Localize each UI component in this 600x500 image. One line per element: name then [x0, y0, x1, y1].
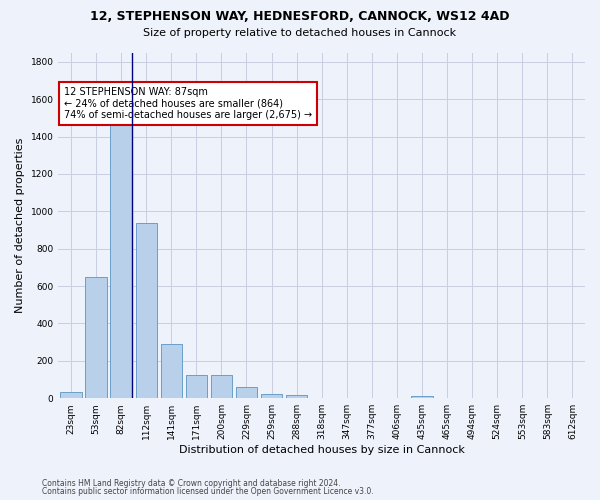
Bar [261, 394, 282, 398]
Bar [60, 392, 82, 398]
Bar [211, 375, 232, 398]
Bar [110, 122, 132, 398]
Text: Contains public sector information licensed under the Open Government Licence v3: Contains public sector information licen… [42, 487, 374, 496]
Bar [236, 387, 257, 398]
Bar [136, 224, 157, 398]
Text: Contains HM Land Registry data © Crown copyright and database right 2024.: Contains HM Land Registry data © Crown c… [42, 478, 341, 488]
Bar [185, 375, 207, 398]
Y-axis label: Number of detached properties: Number of detached properties [15, 138, 25, 313]
Text: 12, STEPHENSON WAY, HEDNESFORD, CANNOCK, WS12 4AD: 12, STEPHENSON WAY, HEDNESFORD, CANNOCK,… [90, 10, 510, 23]
Text: Size of property relative to detached houses in Cannock: Size of property relative to detached ho… [143, 28, 457, 38]
X-axis label: Distribution of detached houses by size in Cannock: Distribution of detached houses by size … [179, 445, 464, 455]
Bar [286, 396, 307, 398]
Text: 12 STEPHENSON WAY: 87sqm
← 24% of detached houses are smaller (864)
74% of semi-: 12 STEPHENSON WAY: 87sqm ← 24% of detach… [64, 87, 312, 120]
Bar [85, 276, 107, 398]
Bar [161, 344, 182, 398]
Bar [412, 396, 433, 398]
